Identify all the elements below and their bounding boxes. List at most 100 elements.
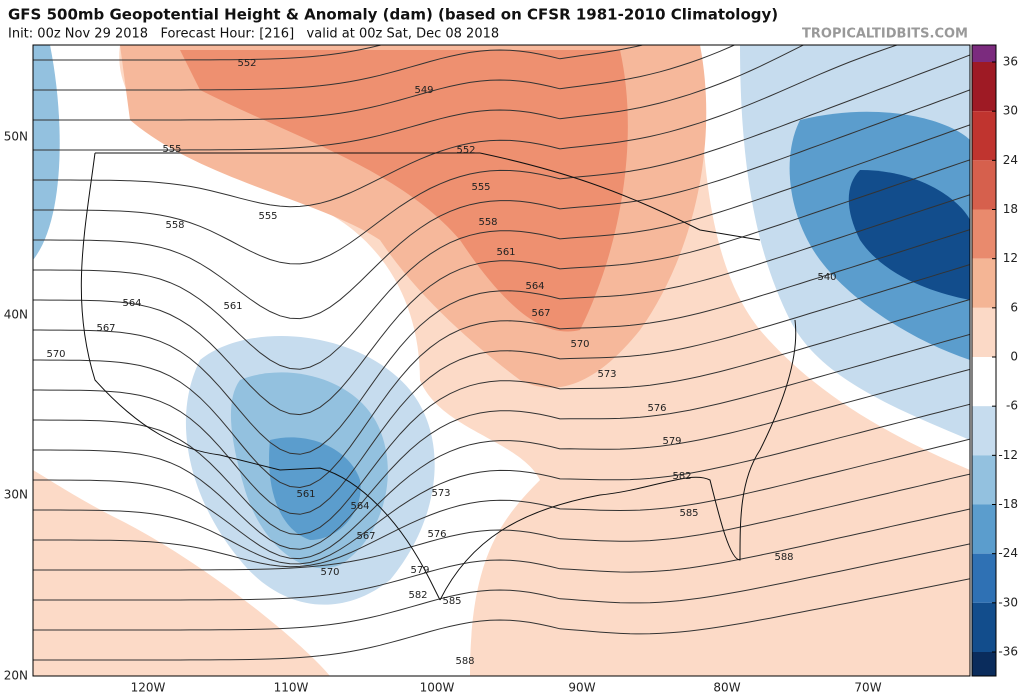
contour-line <box>33 298 970 536</box>
colorbar-label: -18 <box>998 497 1018 511</box>
colorbar-frame <box>971 44 997 677</box>
contour-line <box>33 438 970 568</box>
contour-label: 549 <box>414 85 433 96</box>
contour-label: 573 <box>431 488 450 499</box>
contour-label: 576 <box>647 403 666 414</box>
contour-label: 555 <box>162 144 181 155</box>
contour-label: 567 <box>356 531 375 542</box>
negative-anomaly <box>848 170 970 300</box>
colorbar-bin <box>972 258 996 308</box>
contour-label: 564 <box>525 281 544 292</box>
contour-line <box>33 45 805 151</box>
colorbar-label: 12 <box>1003 251 1018 265</box>
lat-label: 30N <box>4 488 28 502</box>
contour-line <box>33 263 970 515</box>
colorbar-bin <box>972 62 996 112</box>
map: 552 549 552 555 555 558 555 558 561 564 567 570 573 5… <box>33 45 970 676</box>
lon-label: 90W <box>568 681 595 695</box>
colorbar-bin <box>972 160 996 210</box>
contour-label: 555 <box>258 211 277 222</box>
lon-label: 70W <box>854 681 881 695</box>
lon-label: 100W <box>420 681 455 695</box>
colorbar-label: 30 <box>1003 104 1018 118</box>
colorbar-label: -36 <box>998 645 1018 659</box>
contour-label: 564 <box>122 298 141 309</box>
lat-label: 40N <box>4 308 28 322</box>
colorbar-bin <box>972 553 996 603</box>
colorbar-bin <box>972 455 996 505</box>
contour-label: 582 <box>672 471 691 482</box>
contour-line <box>33 194 970 455</box>
colorbar-label: 36 <box>1003 55 1018 69</box>
contour-line <box>33 508 970 601</box>
contour-line <box>33 578 970 661</box>
contour-label: 561 <box>223 301 242 312</box>
contour-label: 579 <box>410 565 429 576</box>
border <box>219 454 441 601</box>
contour-labels: 552 549 552 555 555 558 555 558 561 564 567 570 573 5… <box>46 58 836 667</box>
lon-label: 110W <box>274 681 309 695</box>
contour-line <box>33 403 970 565</box>
contour-line <box>33 45 736 121</box>
lon-label: 80W <box>713 681 740 695</box>
contour-label: 576 <box>427 529 446 540</box>
contour-line <box>33 124 970 370</box>
contour-label: 585 <box>442 596 461 607</box>
contour-line <box>33 54 970 265</box>
contour-line <box>33 89 970 320</box>
lon-label: 120W <box>131 681 166 695</box>
contour-label: 582 <box>408 590 427 601</box>
contour-label: 579 <box>662 436 681 447</box>
contour-line <box>33 229 970 489</box>
colorbar-bin <box>972 357 996 407</box>
contour-line <box>33 473 970 571</box>
contour-label: 552 <box>456 145 475 156</box>
colorbar: 36 30 24 18 12 6 0 -6 -12 -18 -24 -30 -36 <box>971 44 1018 677</box>
colorbar-label: 0 <box>1010 350 1018 364</box>
negative-anomaly <box>33 45 60 260</box>
contour-label: 588 <box>455 656 474 667</box>
colorbar-label: -30 <box>998 595 1018 609</box>
contour-label: 585 <box>679 508 698 519</box>
contour-label: 570 <box>570 339 589 350</box>
coastline <box>80 152 221 456</box>
colorbar-bin <box>972 406 996 456</box>
contour-label: 558 <box>165 220 184 231</box>
title: GFS 500mb Geopotential Height & Anomaly … <box>8 6 778 24</box>
height-contours <box>33 45 970 661</box>
lat-label: 50N <box>4 130 28 144</box>
axes: 50N 40N 30N 20N 120W 110W 100W 90W 80W 70W <box>4 130 882 695</box>
colorbar-label: -6 <box>1006 399 1018 413</box>
contour-label: 573 <box>597 369 616 380</box>
lat-label: 20N <box>4 669 28 683</box>
contour-label: 567 <box>96 323 115 334</box>
colorbar-bin <box>972 504 996 554</box>
watermark: TROPICALTIDBITS.COM <box>802 27 968 42</box>
colorbar-bin <box>972 307 996 357</box>
borders <box>80 152 797 601</box>
contour-label: 561 <box>496 247 515 258</box>
contour-line <box>33 45 645 91</box>
map-frame <box>32 44 971 677</box>
contour-line <box>33 45 899 208</box>
border <box>95 152 761 241</box>
colorbar-bin <box>972 209 996 259</box>
coastline <box>439 319 797 601</box>
colorbar-bin <box>972 602 996 652</box>
contour-label: 552 <box>237 58 256 69</box>
colorbar-bin <box>972 111 996 161</box>
colorbar-label: 18 <box>1003 202 1018 216</box>
colorbar-label: -12 <box>998 448 1018 462</box>
contour-line <box>33 368 970 560</box>
contour-line <box>33 159 970 416</box>
contour-label: 567 <box>531 308 550 319</box>
contour-label: 558 <box>478 217 497 228</box>
colorbar-label: -24 <box>998 546 1018 560</box>
colorbar-bin <box>972 652 996 676</box>
colorbar-bin <box>972 45 996 62</box>
contour-line <box>33 333 970 550</box>
contour-label: 540 <box>817 272 836 283</box>
contour-label: 588 <box>774 552 793 563</box>
contour-line <box>33 543 970 631</box>
